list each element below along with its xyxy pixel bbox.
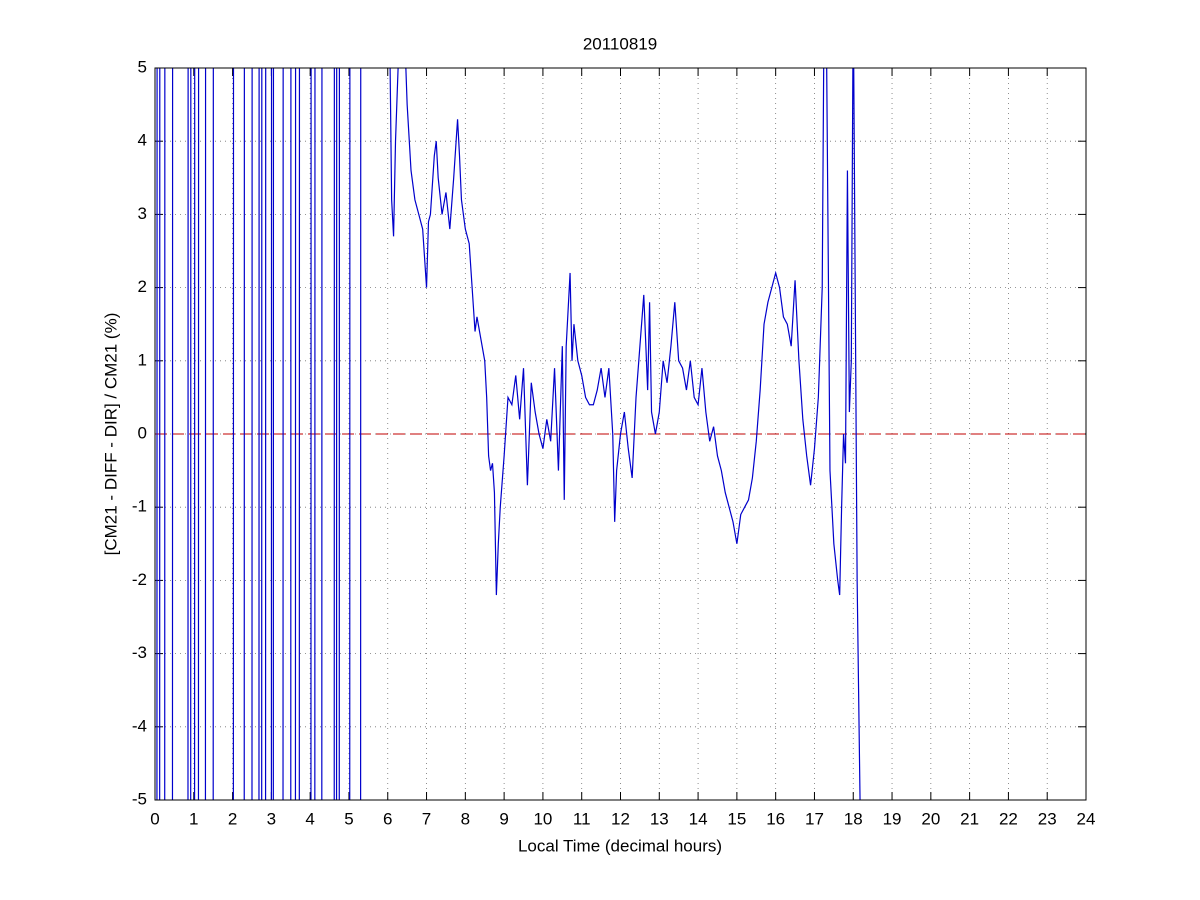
y-tick-label: -3: [132, 643, 147, 662]
y-tick-label: 1: [138, 350, 147, 369]
x-tick-label: 22: [999, 809, 1018, 828]
x-tick-label: 21: [960, 809, 979, 828]
y-tick-label: -5: [132, 789, 147, 808]
x-tick-label: 4: [305, 809, 314, 828]
chart-title: 20110819: [583, 34, 657, 53]
axes-box: [154, 67, 1087, 801]
y-tick-label: 3: [138, 204, 147, 223]
x-tick-label: 16: [766, 809, 785, 828]
y-tick-label: 5: [138, 57, 147, 76]
x-tick-label: 2: [228, 809, 237, 828]
y-tick-label: -2: [132, 570, 147, 589]
x-tick-label: 3: [267, 809, 276, 828]
x-axis-label: Local Time (decimal hours): [518, 836, 722, 855]
x-tick-label: 9: [499, 809, 508, 828]
y-axis-label: [CM21 - DIFF - DIR] / CM21 (%): [101, 313, 120, 556]
x-tick-label: 19: [883, 809, 902, 828]
x-tick-label: 8: [461, 809, 470, 828]
x-tick-label: 24: [1077, 809, 1096, 828]
y-tick-label: -4: [132, 716, 147, 735]
x-tick-label: 13: [650, 809, 669, 828]
x-tick-label: 18: [844, 809, 863, 828]
x-tick-label: 20: [921, 809, 940, 828]
x-tick-label: 23: [1038, 809, 1057, 828]
x-tick-label: 15: [727, 809, 746, 828]
y-tick-label: -1: [132, 497, 147, 516]
x-tick-label: 6: [383, 809, 392, 828]
x-tick-label: 11: [573, 809, 591, 828]
x-tick-label: 1: [189, 809, 198, 828]
plot-area: [155, 68, 1086, 800]
x-tick-label: 5: [344, 809, 353, 828]
x-tick-label: 14: [689, 809, 708, 828]
x-tick-label: 17: [805, 809, 824, 828]
y-tick-label: 4: [138, 131, 147, 150]
x-tick-label: 12: [611, 809, 630, 828]
y-tick-label: 0: [138, 423, 147, 442]
x-tick-label: 10: [533, 809, 552, 828]
x-tick-label: 0: [150, 809, 159, 828]
data-line: [156, 68, 861, 800]
y-tick-label: 2: [138, 277, 147, 296]
x-tick-label: 7: [422, 809, 431, 828]
